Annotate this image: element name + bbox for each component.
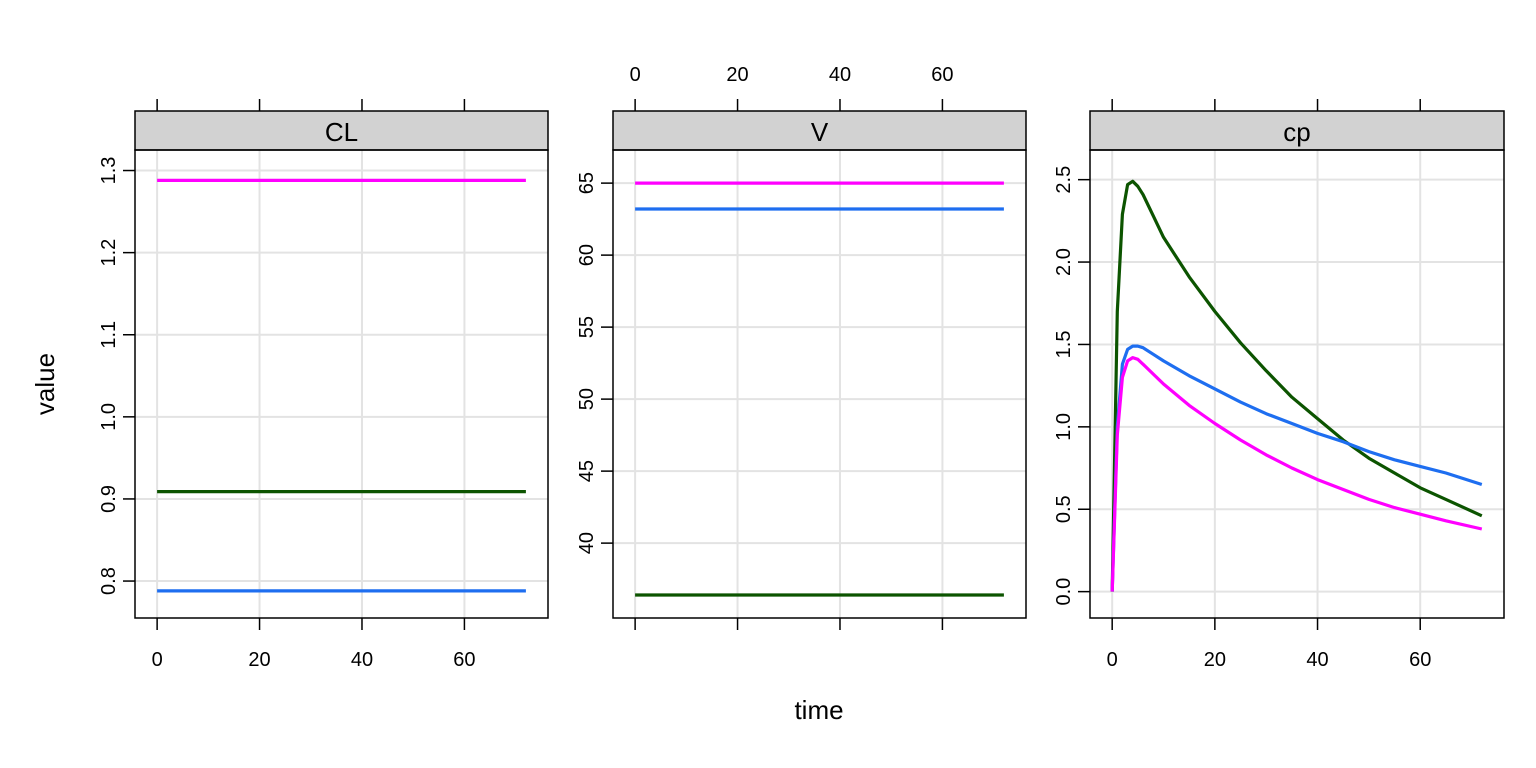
y-tick-label: 1.3 [98,157,120,185]
y-tick-label: 0.5 [1053,495,1075,523]
y-tick-label: 1.0 [98,403,120,431]
y-tick-label: 0.0 [1053,578,1075,606]
panel-2: cp 0 20 40 60 0.0 0.5 1.0 1.5 2.0 2.5 [1053,99,1505,671]
y-tick-label: 1.0 [1053,413,1075,441]
y-tick-label: 1.1 [98,321,120,349]
x-tick-label: 40 [829,64,851,86]
strip-label: cp [1283,117,1310,147]
x-tick-label: 0 [152,649,163,671]
strip-label: CL [325,117,358,147]
y-tick-label: 1.5 [1053,331,1075,359]
strip-V [612,110,1027,151]
y-tick-label: 2.0 [1053,248,1075,276]
strip-label: V [811,117,829,147]
x-tick-label: 40 [1306,649,1328,671]
x-tick-label: 0 [1107,649,1118,671]
y-tick-label: 55 [576,316,598,338]
x-tick-label: 20 [1204,649,1226,671]
x-tick-label: 40 [351,649,373,671]
x-axis-title: time [794,695,843,725]
x-tick-label: 60 [931,64,953,86]
y-axis-title: value [30,353,60,415]
x-tick-label: 20 [248,649,270,671]
y-tick-label: 50 [576,388,598,410]
series-line-magenta [1110,356,1483,592]
x-tick-label: 60 [453,649,475,671]
y-tick-label: 2.5 [1053,166,1075,194]
y-tick-label: 40 [576,532,598,554]
x-tick-label: 20 [726,64,748,86]
series-line-blue [1110,344,1483,592]
panel-frame [612,149,1027,619]
y-tick-label: 0.9 [98,485,120,513]
x-tick-label: 0 [630,64,641,86]
strip-CL [134,110,549,151]
panels: CL 0 20 40 60 0.8 0.9 1.0 1.1 1.2 1.3 V 0 20 40 60 40 45 5… [98,64,1505,671]
panel-1: V 0 20 40 60 40 45 50 55 60 65 [576,64,1027,630]
panel-frame [1089,149,1505,619]
x-tick-label: 60 [1409,649,1431,671]
y-tick-label: 60 [576,244,598,266]
panel-0: CL 0 20 40 60 0.8 0.9 1.0 1.1 1.2 1.3 [98,99,549,671]
series-line-green [1110,179,1483,592]
y-tick-label: 0.8 [98,567,120,595]
y-tick-label: 65 [576,172,598,194]
panel-frame [134,149,549,619]
y-tick-label: 1.2 [98,239,120,267]
y-tick-label: 45 [576,460,598,482]
